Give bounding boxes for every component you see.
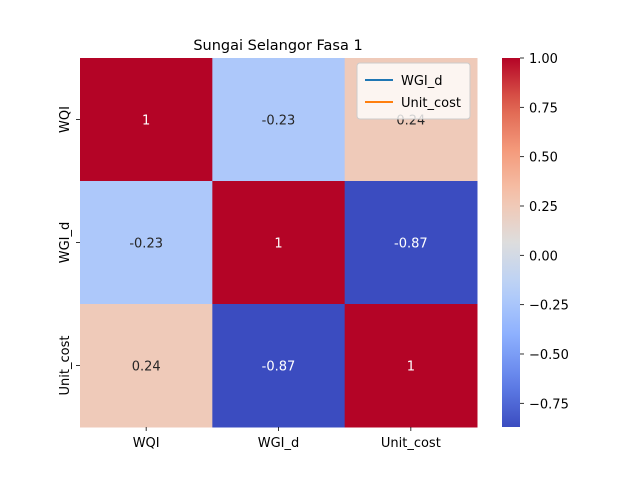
cell-label-wgi-d-wqi: -0.23 xyxy=(129,237,163,252)
y-tick-label-wgi-d: WGI_d xyxy=(58,222,73,264)
x-tick-label-unit-cost: Unit_cost xyxy=(381,436,441,451)
colorbar-tick-label: 1.00 xyxy=(529,52,558,67)
cell-label-wgi-d-wgi-d: 1 xyxy=(274,237,282,252)
heatmap-cell-unit-cost-unit-cost xyxy=(344,304,478,428)
colorbar-gradient xyxy=(502,58,520,427)
cell-label-unit-cost-unit-cost: 1 xyxy=(407,360,415,375)
x-tick-label-wgi-d: WGI_d xyxy=(258,436,300,451)
heatmap-cell-wgi-d-wgi-d xyxy=(212,181,346,305)
heatmap-cell-unit-cost-wgi-d xyxy=(212,304,346,428)
colorbar-tick-label: 0.75 xyxy=(529,101,558,116)
legend: WGI_d Unit_cost xyxy=(356,62,471,120)
heatmap-cell-wqi-wgi-d xyxy=(212,58,346,182)
heatmap-cell-unit-cost-wqi xyxy=(80,304,213,428)
y-tick-label-wqi: WQI xyxy=(58,106,73,133)
colorbar-tick-label: 0.25 xyxy=(529,200,558,215)
colorbar-tick-label: 0.00 xyxy=(529,249,558,264)
colorbar: 1.00 0.75 0.50 0.25 0.00 −0.25 −0.50 −0.75 xyxy=(502,52,569,427)
y-axis: WQI WGI_d Unit_cost xyxy=(58,106,80,395)
colorbar-tick-label: −0.25 xyxy=(529,299,569,314)
heatmap-cell-wgi-d-unit-cost xyxy=(344,181,478,305)
cell-label-wqi-wqi: 1 xyxy=(142,114,150,129)
legend-box xyxy=(356,62,471,120)
colorbar-tick-label: −0.75 xyxy=(529,397,569,412)
colorbar-tick-label: 0.50 xyxy=(529,151,558,166)
legend-label-unit-cost: Unit_cost xyxy=(401,96,461,111)
heatmap-cell-wqi-wqi xyxy=(80,58,213,182)
cell-label-wgi-d-unit-cost: -0.87 xyxy=(394,237,428,252)
heatmap-cells xyxy=(80,58,478,428)
cell-label-unit-cost-wgi-d: -0.87 xyxy=(262,360,296,375)
x-axis: WQI WGI_d Unit_cost xyxy=(133,427,441,451)
x-tick-label-wqi: WQI xyxy=(133,436,160,451)
cell-label-wqi-wgi-d: -0.23 xyxy=(262,114,296,129)
y-tick-label-unit-cost: Unit_cost xyxy=(58,336,73,396)
heatmap-cell-wgi-d-wqi xyxy=(80,181,213,305)
legend-label-wgi-d: WGI_d xyxy=(401,74,443,89)
cell-label-unit-cost-wqi: 0.24 xyxy=(132,360,161,375)
colorbar-tick-label: −0.50 xyxy=(529,348,569,363)
chart-title: Sungai Selangor Fasa 1 xyxy=(193,38,362,54)
